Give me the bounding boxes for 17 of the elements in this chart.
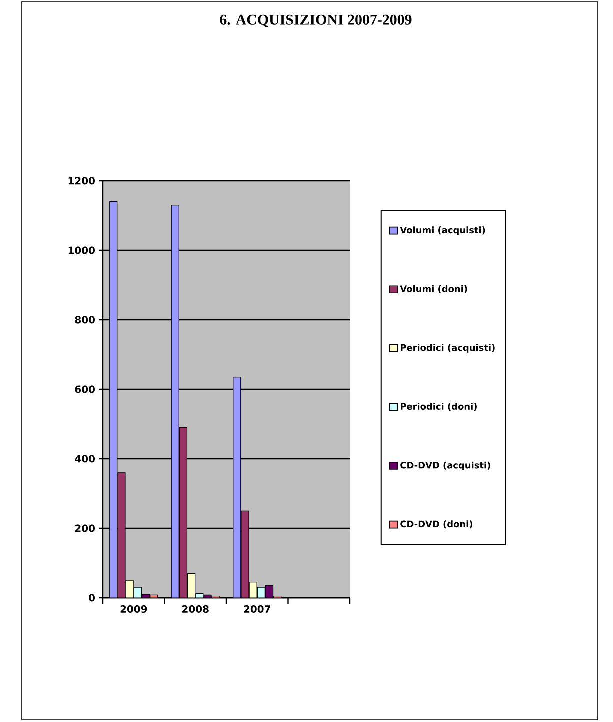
y-tick-label: 1000	[68, 246, 96, 254]
y-tick-label: 1200	[68, 177, 96, 185]
chart-title: 6. ACQUISIZIONI 2007-2009	[220, 14, 412, 28]
x-tick-label: 2009	[120, 606, 148, 614]
y-tick-label: 200	[75, 524, 96, 532]
y-tick-label: 0	[89, 594, 95, 602]
y-tick-label: 600	[75, 386, 96, 394]
y-tick-label: 400	[75, 455, 96, 463]
x-tick-label: 2007	[244, 606, 270, 614]
legend-label: CD-DVD (doni)	[400, 520, 472, 529]
x-tick-label: 2008	[182, 606, 209, 614]
legend-label: Periodici (acquisti)	[400, 344, 495, 353]
legend-label: Periodici (doni)	[400, 403, 477, 412]
y-tick-label: 800	[75, 316, 96, 324]
legend-label: Volumi (acquisti)	[400, 226, 486, 236]
legend-label: CD-DVD (acquisti)	[400, 462, 490, 471]
legend-label: Volumi (doni)	[400, 285, 468, 294]
